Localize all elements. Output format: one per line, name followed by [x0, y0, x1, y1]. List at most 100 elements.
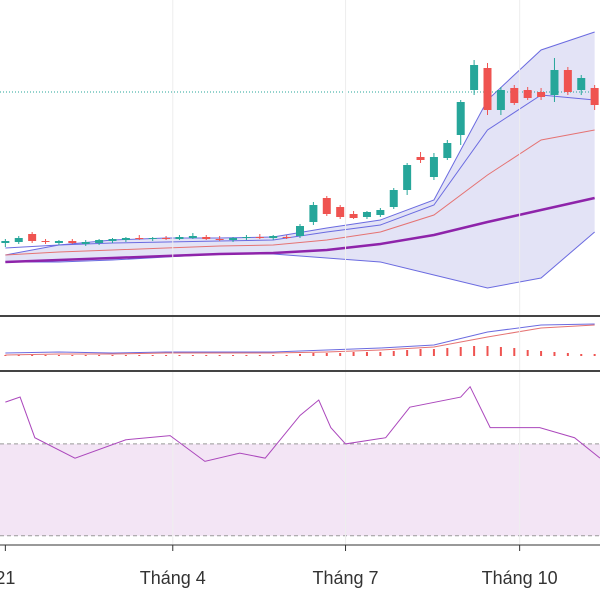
candle-body	[282, 237, 291, 238]
histogram-bar	[406, 350, 409, 356]
candle-body	[496, 90, 505, 110]
candle-body	[68, 241, 77, 243]
histogram-bar	[339, 353, 342, 356]
candle-body	[403, 165, 412, 190]
candle-body	[470, 65, 479, 90]
histogram-bar	[272, 355, 275, 356]
candle-body	[255, 237, 264, 238]
histogram-bar	[57, 355, 60, 356]
candle-body	[162, 238, 171, 239]
band-fill	[5, 32, 595, 288]
histogram-bar	[111, 355, 114, 356]
candle-body	[416, 157, 425, 160]
candle-body	[148, 238, 157, 239]
histogram-bar	[178, 355, 181, 356]
histogram-bar	[499, 347, 502, 356]
candle-body	[563, 70, 572, 92]
x-tick-label: Tháng 7	[313, 568, 379, 588]
histogram-bar	[473, 346, 476, 356]
candle-body	[456, 102, 465, 135]
histogram-bar	[580, 354, 583, 356]
candle-body	[95, 240, 104, 243]
histogram-bar	[379, 352, 382, 356]
candle-body	[523, 90, 532, 98]
histogram-bar	[124, 355, 127, 356]
macd-line	[5, 323, 595, 354]
x-tick-label: Tháng 4	[140, 568, 206, 588]
candle-body	[336, 207, 345, 217]
histogram-bar	[299, 354, 301, 356]
signal-line	[5, 324, 595, 356]
candle-body	[28, 234, 37, 241]
candle-body	[175, 237, 184, 239]
candle-body	[1, 241, 10, 243]
candle-body	[483, 68, 492, 110]
histogram-bar	[285, 355, 288, 356]
histogram-bar	[593, 354, 596, 356]
candle-body	[537, 92, 546, 97]
histogram-bar	[151, 355, 154, 356]
histogram-bar	[245, 355, 248, 356]
moving-average-long	[5, 196, 595, 264]
histogram-bar	[84, 355, 87, 356]
candle-body	[443, 143, 452, 158]
histogram-bar	[566, 353, 569, 356]
histogram-bar	[392, 351, 395, 356]
candle-body	[54, 241, 63, 243]
histogram-bar	[71, 355, 74, 356]
histogram-bar	[312, 353, 315, 356]
candle-body	[121, 238, 130, 240]
candle-body	[389, 190, 398, 207]
histogram-bar	[513, 348, 516, 356]
candle-body	[242, 237, 251, 238]
histogram-bar	[553, 352, 556, 356]
histogram-bar	[446, 348, 449, 356]
histogram-bar	[526, 350, 529, 356]
candle-body	[577, 78, 586, 90]
candle-body	[135, 238, 144, 239]
candle-body	[229, 238, 238, 240]
candle-body	[376, 210, 385, 215]
histogram-bar	[540, 351, 543, 356]
candle-body	[362, 212, 371, 217]
candle-body	[322, 198, 331, 214]
candle-body	[550, 70, 559, 95]
candle-body	[349, 214, 358, 218]
histogram-bar	[191, 355, 194, 356]
histogram-bar	[232, 355, 235, 356]
moving-average	[5, 129, 595, 256]
candle-body	[14, 238, 23, 242]
histogram-bar	[205, 355, 208, 356]
histogram-bar	[352, 352, 355, 356]
rsi-line	[5, 385, 600, 462]
x-tick-label: Tháng 10	[482, 568, 558, 588]
histogram-bar	[419, 349, 422, 356]
histogram-bar	[486, 346, 489, 356]
candle-body	[188, 236, 197, 238]
histogram-bar	[325, 353, 328, 356]
candle-body	[590, 88, 599, 105]
histogram-bar	[459, 347, 462, 356]
x-tick-label: 21	[0, 568, 15, 588]
histogram-bar	[4, 355, 7, 356]
candle-body	[296, 226, 304, 236]
histogram-bar	[17, 355, 20, 356]
band-lower	[5, 231, 595, 289]
histogram-bar	[365, 352, 368, 356]
histogram-bar	[98, 355, 101, 356]
histogram-bar	[165, 355, 168, 356]
candle-body	[202, 237, 211, 239]
histogram-bar	[258, 355, 261, 356]
candle-body	[269, 236, 278, 238]
candle-body	[41, 241, 50, 242]
candle-body	[215, 239, 224, 240]
candle-body	[510, 88, 519, 103]
histogram-bar	[218, 355, 221, 356]
candle-body	[108, 239, 117, 241]
histogram-bar	[31, 355, 34, 356]
candle-body	[309, 205, 318, 222]
histogram-bar	[432, 349, 435, 356]
histogram-bar	[138, 355, 141, 356]
histogram-bar	[44, 355, 47, 356]
